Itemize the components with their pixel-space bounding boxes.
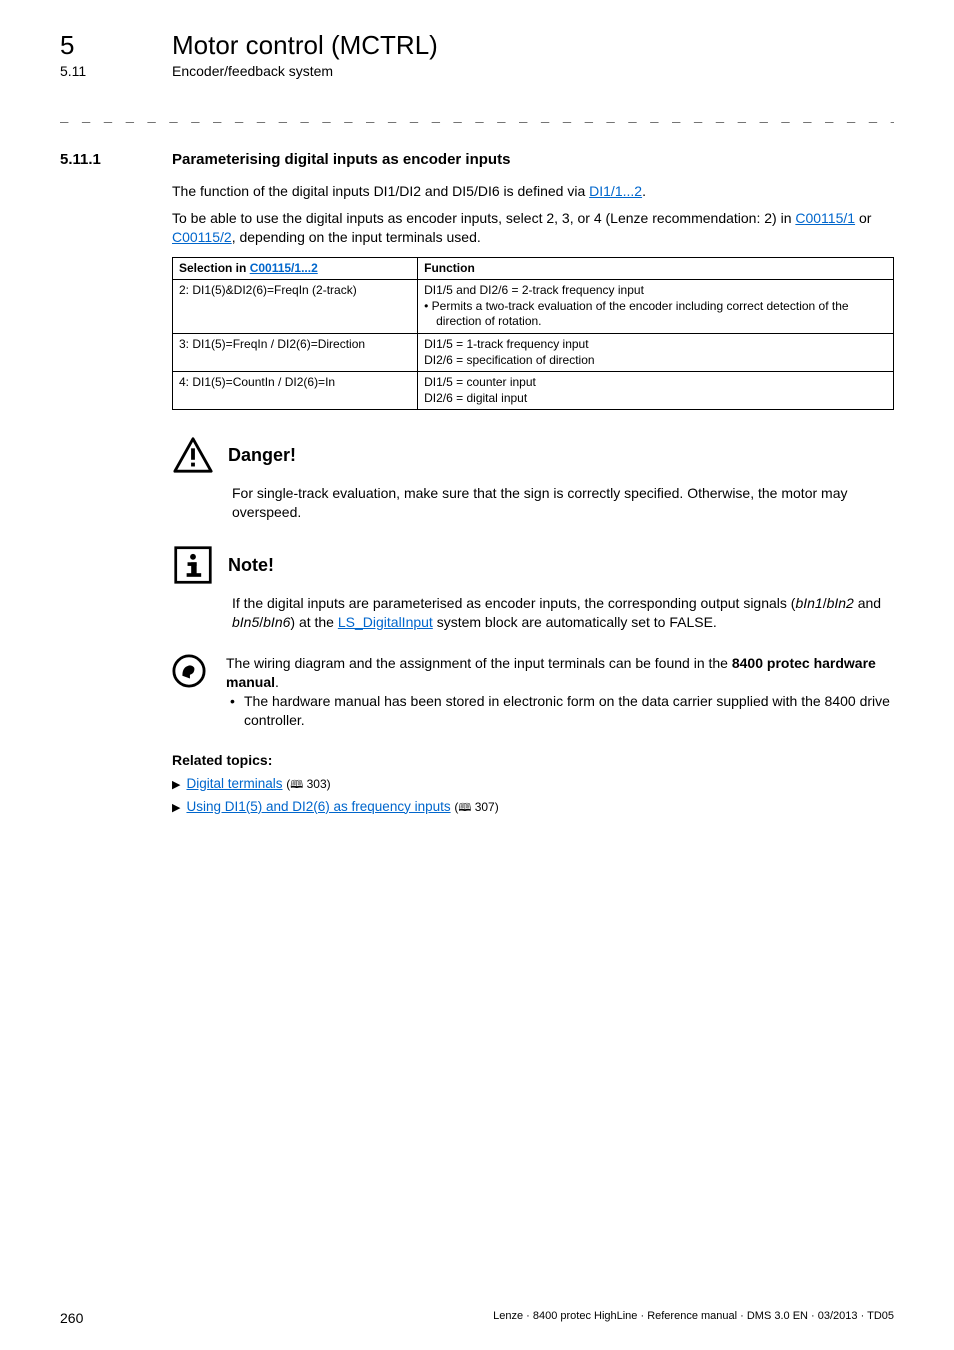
text: ) at the [290,614,337,630]
related-item: ▶ Using DI1(5) and DI2(6) as frequency in… [172,799,894,818]
note-callout: Note! If the digital inputs are paramete… [172,544,894,632]
page-ref: (🕮 307) [454,800,498,814]
intro-paragraph-1: The function of the digital inputs DI1/D… [172,182,894,201]
link-ls-digitalinput[interactable]: LS_DigitalInput [338,614,433,630]
text: DI2/6 = specification of direction [424,353,887,369]
danger-icon [172,434,214,476]
tip-bullet: The hardware manual has been stored in e… [226,692,894,730]
text: . [275,674,279,690]
chapter-number: 5 [60,30,172,61]
section-title: Encoder/feedback system [172,63,333,79]
note-icon [172,544,214,586]
intro-paragraph-2: To be able to use the digital inputs as … [172,209,894,247]
related-item: ▶ Digital terminals (🕮 303) [172,776,894,795]
footer: 260 Lenze · 8400 protec HighLine · Refer… [60,1310,894,1326]
subsection-title: Parameterising digital inputs as encoder… [172,151,510,168]
subsection-number: 5.11.1 [60,151,172,168]
table-row: 4: DI1(5)=CountIn / DI2(6)=In DI1/5 = co… [173,372,894,410]
table-cell-selection: 2: DI1(5)&DI2(6)=FreqIn (2-track) [173,280,418,334]
page-ref: (🕮 303) [286,777,330,791]
signal-name: bIn1 [795,595,822,611]
tip-callout: The wiring diagram and the assignment of… [172,654,894,730]
table-cell-selection: 3: DI1(5)=FreqIn / DI2(6)=Direction [173,334,418,372]
page-number: 303 [307,777,327,791]
section-number: 5.11 [60,63,172,79]
text: Selection in [179,261,250,275]
triangle-icon: ▶ [172,802,180,814]
text: If the digital inputs are parameterised … [232,595,795,611]
link-di1[interactable]: DI1/1...2 [589,183,642,199]
text: DI1/5 = counter input [424,375,887,391]
table-cell-function: DI1/5 = 1-track frequency input DI2/6 = … [418,334,894,372]
text: The wiring diagram and the assignment of… [226,655,732,671]
text: , depending on the input terminals used. [232,229,481,245]
chapter-title: Motor control (MCTRL) [172,30,438,61]
text: or [855,210,871,226]
table-row: 3: DI1(5)=FreqIn / DI2(6)=Direction DI1/… [173,334,894,372]
text: and [854,595,881,611]
link-digital-terminals[interactable]: Digital terminals [186,776,282,791]
danger-title: Danger! [228,445,296,466]
footer-doc-info: Lenze · 8400 protec HighLine · Reference… [493,1310,894,1326]
table-header-function: Function [418,257,894,280]
tip-icon [172,654,206,688]
divider: _ _ _ _ _ _ _ _ _ _ _ _ _ _ _ _ _ _ _ _ … [60,107,894,123]
table-row: 2: DI1(5)&DI2(6)=FreqIn (2-track) DI1/5 … [173,280,894,334]
text: To be able to use the digital inputs as … [172,210,795,226]
signal-name: bIn6 [263,614,290,630]
note-body: If the digital inputs are parameterised … [232,594,894,632]
function-table: Selection in C00115/1...2 Function 2: DI… [172,257,894,411]
signal-name: bIn2 [827,595,854,611]
triangle-icon: ▶ [172,779,180,791]
link-c00115[interactable]: C00115/1...2 [250,261,318,275]
table-cell-function: DI1/5 and DI2/6 = 2-track frequency inpu… [418,280,894,334]
tip-body: The wiring diagram and the assignment of… [226,654,894,730]
danger-callout: Danger! For single-track evaluation, mak… [172,434,894,522]
link-c00115-2[interactable]: C00115/2 [172,229,232,245]
table-header-selection: Selection in C00115/1...2 [173,257,418,280]
link-c00115-1[interactable]: C00115/1 [795,210,855,226]
text: . [642,183,646,199]
footer-page-number: 260 [60,1310,83,1326]
text: DI1/5 = 1-track frequency input [424,337,887,353]
link-frequency-inputs[interactable]: Using DI1(5) and DI2(6) as frequency inp… [186,799,450,814]
text: system block are automatically set to FA… [433,614,717,630]
text: DI2/6 = digital input [424,391,887,407]
page-number: 307 [475,800,495,814]
danger-body: For single-track evaluation, make sure t… [232,484,894,522]
text: DI1/5 and DI2/6 = 2-track frequency inpu… [424,283,887,299]
text: Permits a two-track evaluation of the en… [424,299,887,330]
note-title: Note! [228,555,274,576]
table-cell-function: DI1/5 = counter input DI2/6 = digital in… [418,372,894,410]
signal-name: bIn5 [232,614,259,630]
related-heading: Related topics: [172,752,894,768]
text: The function of the digital inputs DI1/D… [172,183,589,199]
table-cell-selection: 4: DI1(5)=CountIn / DI2(6)=In [173,372,418,410]
